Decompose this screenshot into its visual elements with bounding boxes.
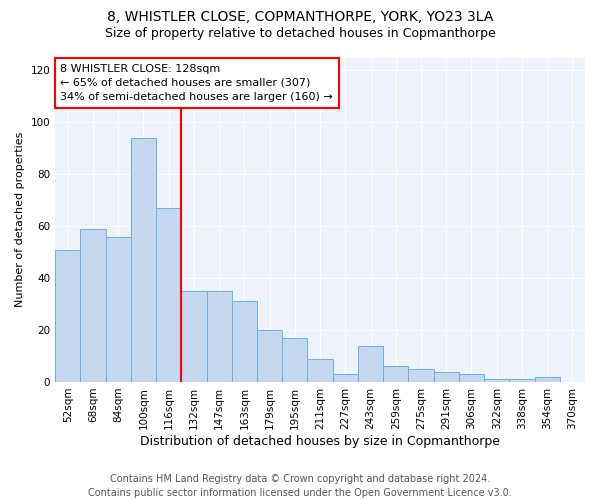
Bar <box>181 291 206 382</box>
Text: Contains HM Land Registry data © Crown copyright and database right 2024.
Contai: Contains HM Land Registry data © Crown c… <box>88 474 512 498</box>
Bar <box>80 229 106 382</box>
Bar <box>434 372 459 382</box>
Bar <box>535 377 560 382</box>
Bar <box>409 369 434 382</box>
Bar <box>131 138 156 382</box>
Text: 8, WHISTLER CLOSE, COPMANTHORPE, YORK, YO23 3LA: 8, WHISTLER CLOSE, COPMANTHORPE, YORK, Y… <box>107 10 493 24</box>
Y-axis label: Number of detached properties: Number of detached properties <box>15 132 25 308</box>
Bar <box>509 380 535 382</box>
Bar <box>307 358 332 382</box>
Bar <box>257 330 282 382</box>
Bar <box>206 291 232 382</box>
Bar <box>332 374 358 382</box>
X-axis label: Distribution of detached houses by size in Copmanthorpe: Distribution of detached houses by size … <box>140 434 500 448</box>
Text: 8 WHISTLER CLOSE: 128sqm
← 65% of detached houses are smaller (307)
34% of semi-: 8 WHISTLER CLOSE: 128sqm ← 65% of detach… <box>61 64 333 102</box>
Bar <box>55 250 80 382</box>
Bar <box>358 346 383 382</box>
Bar <box>484 380 509 382</box>
Bar <box>106 236 131 382</box>
Bar <box>383 366 409 382</box>
Bar <box>156 208 181 382</box>
Bar <box>282 338 307 382</box>
Bar <box>232 302 257 382</box>
Bar <box>459 374 484 382</box>
Text: Size of property relative to detached houses in Copmanthorpe: Size of property relative to detached ho… <box>104 28 496 40</box>
